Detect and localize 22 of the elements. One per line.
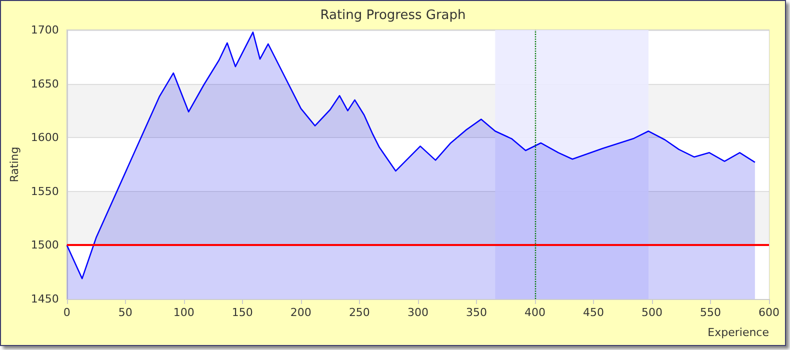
x-tick-label: 500: [641, 306, 662, 319]
y-tick-label: 1700: [30, 24, 59, 36]
x-tick-label: 550: [700, 306, 721, 319]
y-tick-label: 1550: [30, 184, 59, 198]
x-axis-title: Experience: [708, 326, 770, 339]
x-tick-label: 50: [118, 306, 132, 319]
y-tick-label: 1500: [30, 238, 59, 252]
x-tick-label: 250: [348, 306, 370, 319]
y-axis-title: Rating: [8, 146, 21, 182]
y-tick-label: 1450: [30, 292, 59, 306]
chart-title: Rating Progress Graph: [320, 8, 466, 23]
x-tick-label: 350: [466, 306, 487, 319]
x-tick-label: 450: [582, 306, 604, 319]
x-tick-label: 300: [407, 306, 428, 319]
x-tick-label: 400: [524, 306, 546, 319]
y-tick-label: 1650: [30, 77, 59, 90]
x-tick-label: 0: [63, 306, 70, 319]
x-tick-label: 200: [290, 306, 312, 319]
x-tick-label: 100: [173, 306, 194, 319]
x-tick-label: 600: [758, 306, 780, 319]
y-tick-label: 1600: [30, 131, 59, 144]
x-tick-label: 150: [232, 306, 253, 319]
